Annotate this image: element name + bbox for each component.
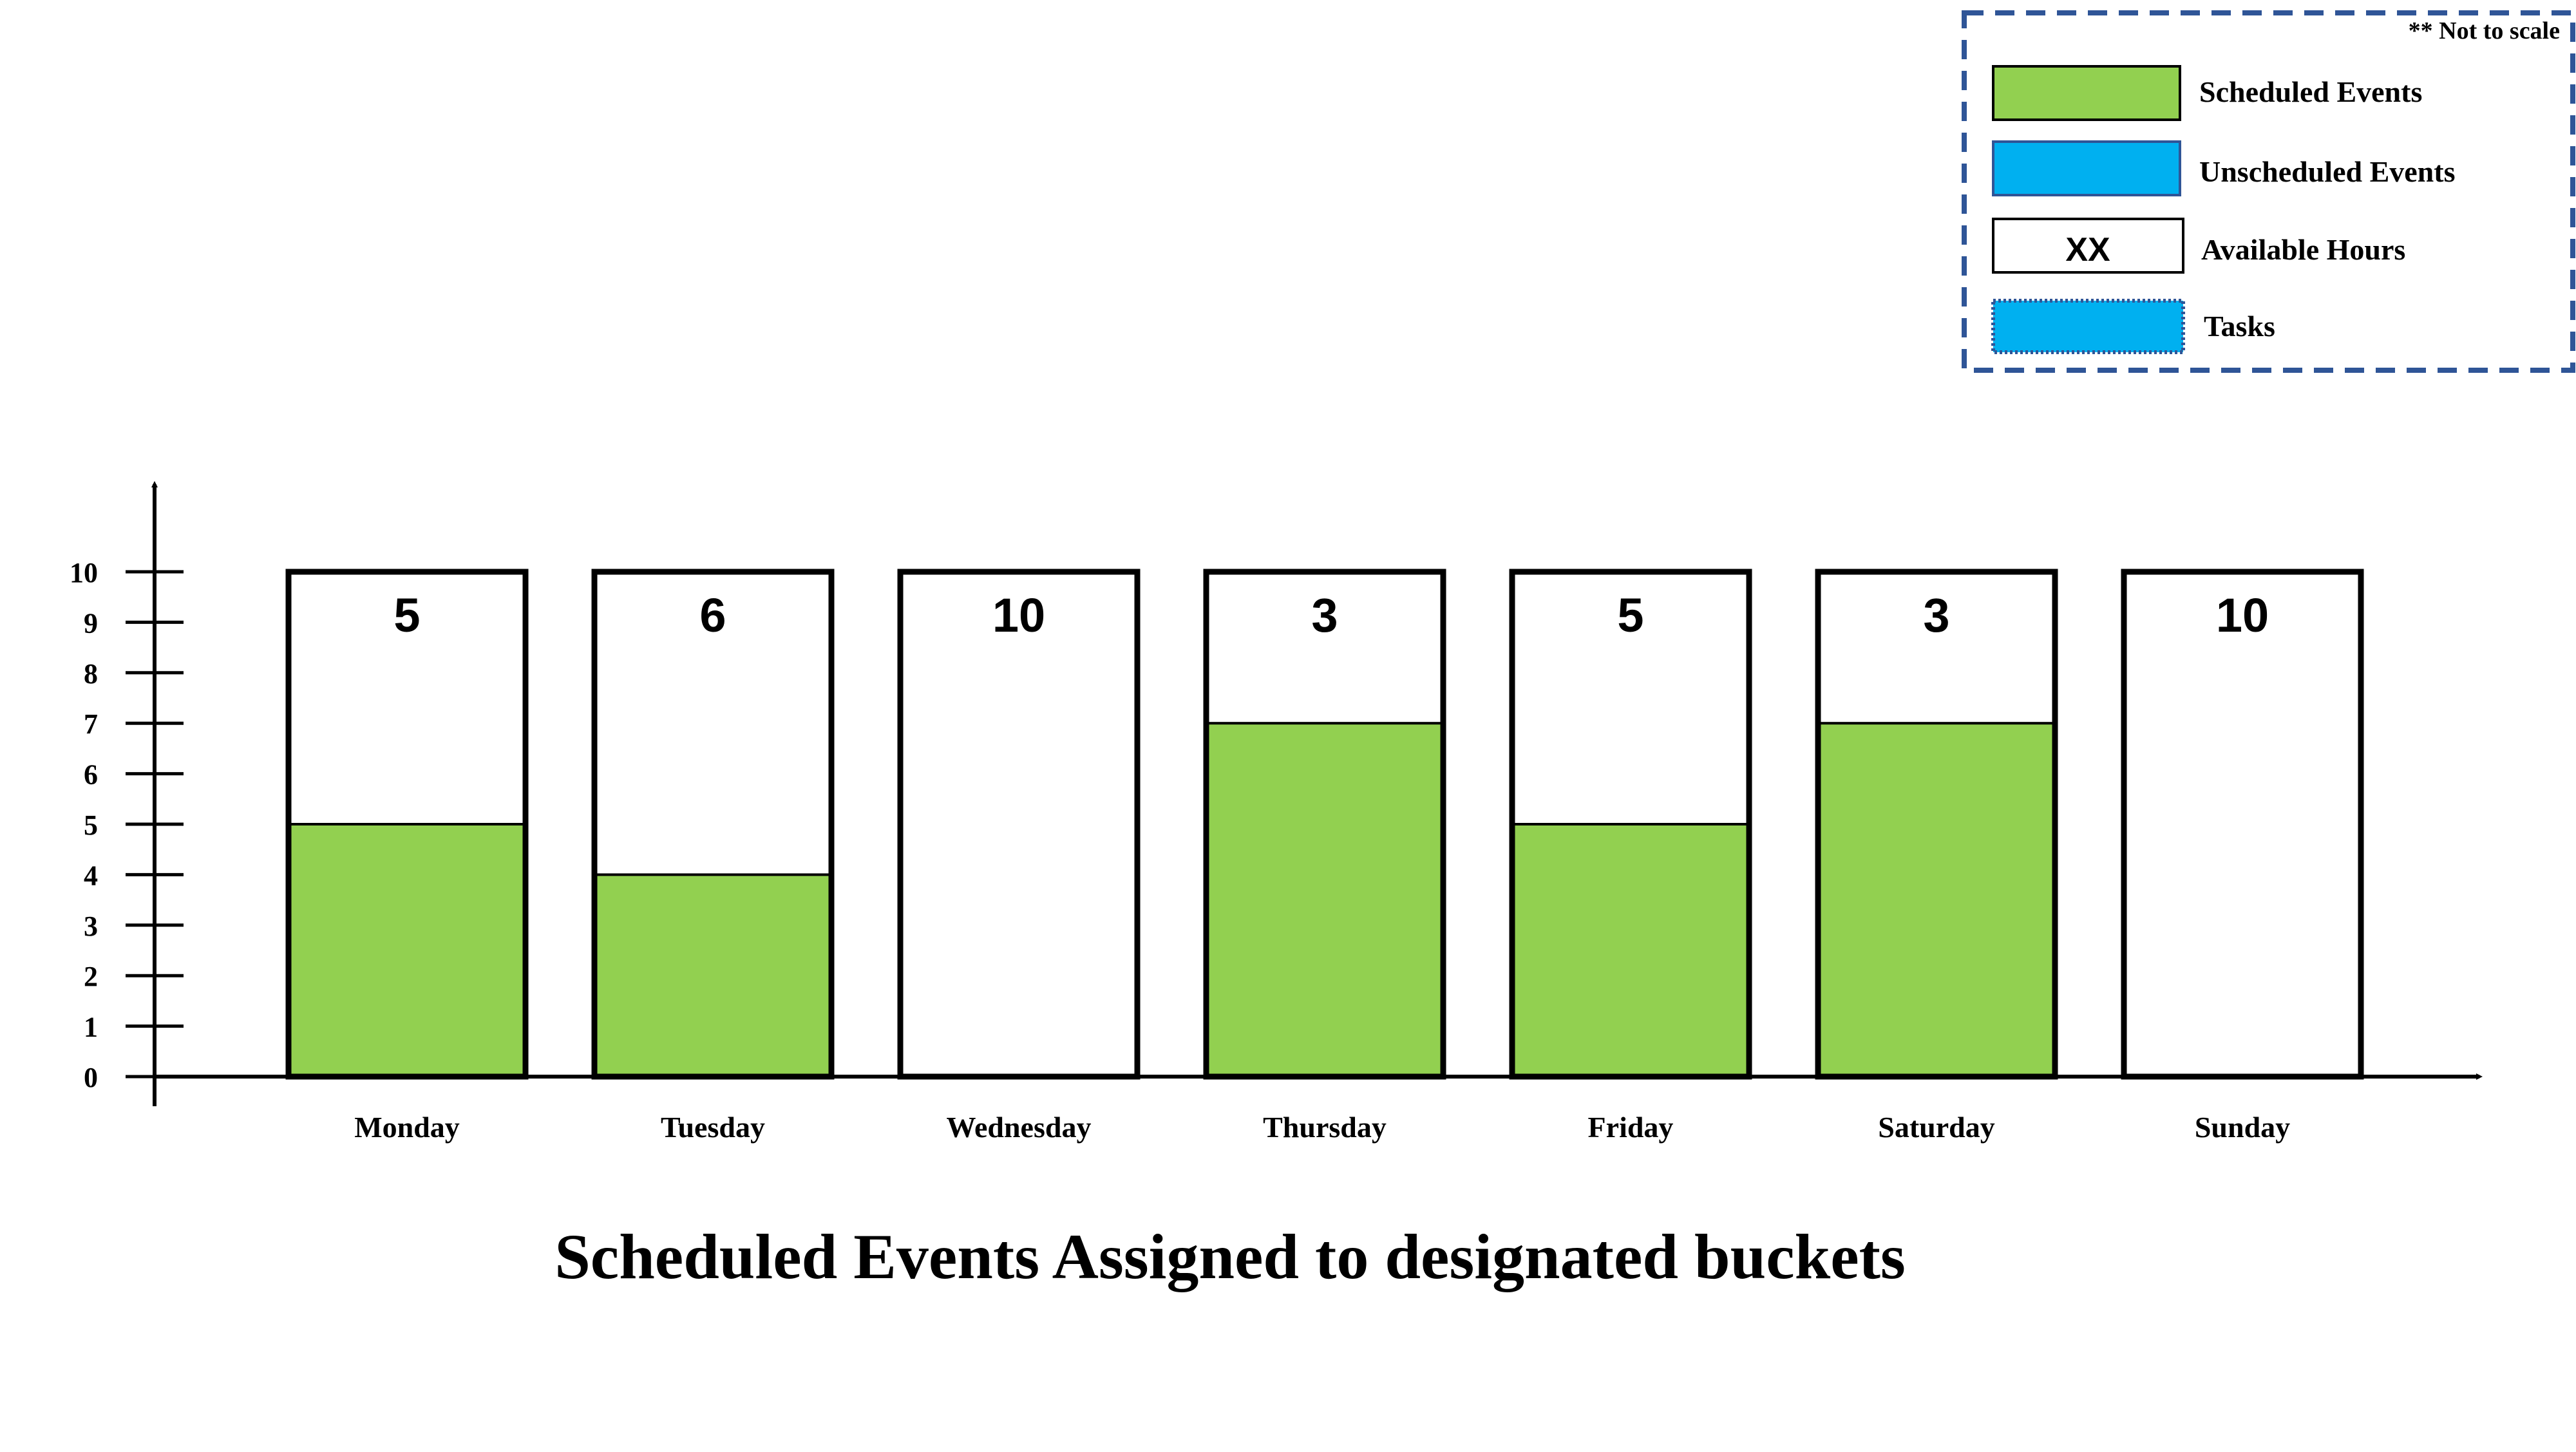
bar-available-label: 5 xyxy=(393,589,420,642)
y-tick-label: 10 xyxy=(70,557,98,589)
bar-scheduled-events xyxy=(593,873,833,1079)
y-tick-label: 7 xyxy=(84,708,98,740)
x-tick-label: Monday xyxy=(354,1111,460,1144)
bar-outline xyxy=(1815,569,2058,1080)
not-to-scale-note: ** Not to scale xyxy=(2409,17,2560,44)
legend: ** Not to scale Scheduled Events Unsched… xyxy=(1962,10,2575,373)
bar-available-hours xyxy=(2124,572,2361,1077)
y-tick-label: 8 xyxy=(84,658,98,690)
bar-outline xyxy=(897,569,1141,1080)
bar-available-label: 3 xyxy=(1923,589,1949,642)
bar-available-hours xyxy=(289,572,526,824)
bar-available-hours xyxy=(1818,572,2055,724)
x-tick-label: Sunday xyxy=(2195,1111,2290,1144)
bar-scheduled-events xyxy=(287,823,527,1078)
bar-available-hours xyxy=(1512,572,1749,824)
bar-available-hours xyxy=(1206,572,1443,724)
bar-available-hours xyxy=(900,572,1137,1077)
y-tick-label: 4 xyxy=(84,860,98,891)
legend-label-unscheduled-events: Unscheduled Events xyxy=(2199,155,2455,188)
bar-available-hours xyxy=(594,572,831,875)
bar-available-label: 6 xyxy=(699,589,726,642)
bar-outline xyxy=(1509,569,1752,1080)
bar-available-label: 10 xyxy=(992,589,1045,642)
y-tick-label: 3 xyxy=(84,910,98,942)
y-tick-label: 1 xyxy=(84,1012,98,1043)
bar-outline xyxy=(285,569,529,1080)
bar-available-label: 3 xyxy=(1311,589,1338,642)
legend-label-available-hours: Available Hours xyxy=(2201,233,2405,266)
bars: 5 6 10 3 5 3 10 xyxy=(285,569,2364,1080)
x-tick-label: Thursday xyxy=(1263,1111,1387,1144)
x-tick-label: Saturday xyxy=(1878,1111,1994,1144)
legend-frame xyxy=(1962,10,2575,373)
legend-label-tasks: Tasks xyxy=(2204,310,2275,343)
bar-available-label: 5 xyxy=(1617,589,1643,642)
y-tick-label: 9 xyxy=(84,607,98,639)
y-tick-label: 0 xyxy=(84,1062,98,1093)
legend-swatch-tasks xyxy=(1991,299,2185,354)
bar-outline xyxy=(1203,569,1446,1080)
legend-swatch-unscheduled-events xyxy=(1992,140,2181,196)
y-tick-label: 2 xyxy=(84,961,98,992)
x-axis-labels: Monday Tuesday Wednesday Thursday Friday Satu… xyxy=(354,1111,2290,1144)
bar-scheduled-events xyxy=(1817,722,2056,1078)
bar-scheduled-events xyxy=(1511,823,1750,1078)
bar-outline xyxy=(591,569,835,1080)
legend-swatch-available-hours xyxy=(1992,218,2184,274)
x-tick-label: Tuesday xyxy=(661,1111,765,1144)
y-axis-ticks: 0 1 2 3 4 5 6 7 8 9 10 xyxy=(70,557,184,1093)
legend-swatch-marker-xx: XX xyxy=(2065,231,2110,269)
bar-outline xyxy=(2121,569,2364,1080)
y-tick-label: 5 xyxy=(84,809,98,841)
legend-label-scheduled-events: Scheduled Events xyxy=(2199,75,2422,108)
x-tick-label: Friday xyxy=(1588,1111,1674,1144)
bar-scheduled-events xyxy=(1205,722,1444,1078)
chart-title: Scheduled Events Assigned to designated … xyxy=(554,1221,1906,1292)
legend-swatch-scheduled-events xyxy=(1992,65,2181,121)
x-tick-label: Wednesday xyxy=(947,1111,1092,1144)
bar-available-label: 10 xyxy=(2216,589,2269,642)
y-tick-label: 6 xyxy=(84,759,98,791)
